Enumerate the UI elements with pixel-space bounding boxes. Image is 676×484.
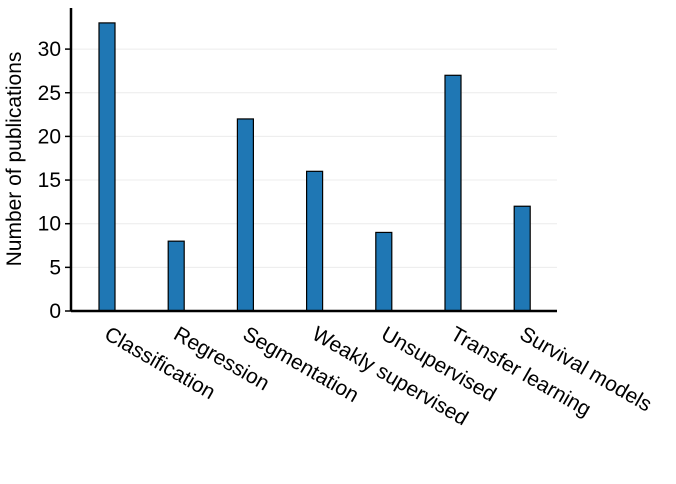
y-tick-label: 20 bbox=[38, 125, 61, 148]
bars bbox=[98, 22, 531, 312]
bar-unsupervised bbox=[375, 231, 393, 312]
y-tick-label: 10 bbox=[38, 213, 61, 236]
bar-segmentation bbox=[236, 118, 254, 312]
y-tick-label: 5 bbox=[49, 256, 61, 279]
y-tick-label: 25 bbox=[38, 82, 61, 105]
x-tick-labels: ClassificationRegressionSegmentationWeak… bbox=[101, 322, 656, 430]
bar-weakly-supervised bbox=[306, 170, 324, 312]
bar-regression bbox=[167, 240, 185, 312]
y-tick-label: 0 bbox=[49, 300, 61, 323]
y-axis-label: Number of publications bbox=[3, 52, 26, 267]
bar-classification bbox=[98, 22, 116, 312]
axes bbox=[69, 8, 557, 313]
x-tick-label: Segmentation bbox=[239, 322, 363, 407]
bar-survival-models bbox=[513, 205, 531, 312]
bar-transfer-learning bbox=[444, 74, 462, 312]
y-ticks: 0 5 10 15 20 25 30 bbox=[38, 38, 71, 323]
y-tick-label: 15 bbox=[38, 169, 61, 192]
y-tick-label: 30 bbox=[38, 38, 61, 61]
